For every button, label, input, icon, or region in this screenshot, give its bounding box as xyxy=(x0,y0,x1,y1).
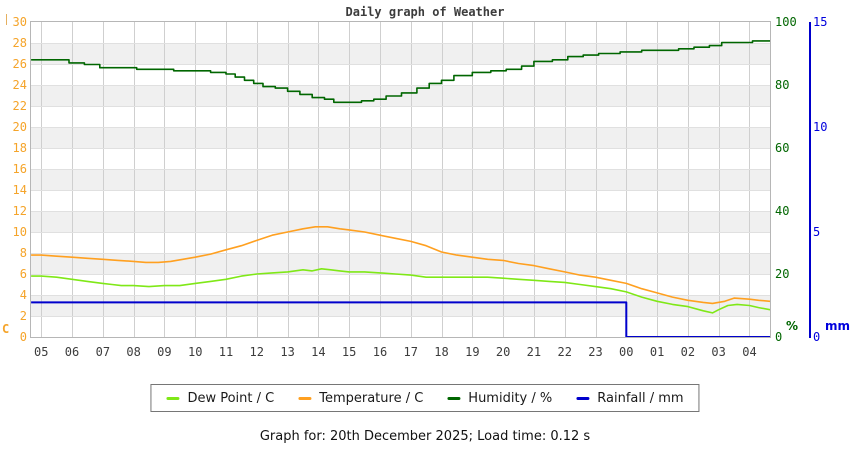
x-axis-hour-label: 15 xyxy=(341,345,357,359)
legend-item: Dew Point / C xyxy=(166,391,274,406)
x-axis-hour-label: 04 xyxy=(742,345,757,359)
x-axis-hour-label: 09 xyxy=(157,345,172,359)
left-axis-tick: 24 xyxy=(12,78,27,92)
x-axis-hour-label: 16 xyxy=(372,345,388,359)
left-axis-tick: 30 xyxy=(12,15,27,29)
left-axis-tick: 14 xyxy=(12,183,27,197)
x-axis-hour-label: 10 xyxy=(187,345,203,359)
x-axis-hour-label: 21 xyxy=(526,345,542,359)
humidity-axis-tick: 20 xyxy=(775,267,790,281)
humidity-axis-tick: 100 xyxy=(775,15,797,29)
rainfall-axis-tick: 0 xyxy=(813,330,821,344)
rainfall-axis-tick: 10 xyxy=(813,120,828,134)
x-axis-hour-label: 14 xyxy=(311,345,326,359)
x-axis-hour-label: 23 xyxy=(588,345,603,359)
humidity-axis-tick: 0 xyxy=(775,330,783,344)
x-axis-hour-label: 19 xyxy=(465,345,480,359)
rainfall-axis-line xyxy=(809,22,811,338)
series-line-temperature xyxy=(31,226,770,305)
legend-item: Rainfall / mm xyxy=(576,390,684,406)
series-line-rainfall xyxy=(31,301,770,337)
legend-dash-icon xyxy=(166,396,180,400)
x-axis-hour-label: 00 xyxy=(619,345,634,359)
plot-area xyxy=(30,21,771,338)
legend-label: Rainfall / mm xyxy=(597,390,684,406)
legend: Dew Point / C Temperature / C Humidity / %… xyxy=(150,384,700,412)
rainfall-axis-tick: 5 xyxy=(813,225,821,239)
series-line-humidity xyxy=(31,40,770,104)
x-axis-hour-label: 05 xyxy=(34,345,49,359)
x-axis-hour-label: 17 xyxy=(403,345,418,359)
left-axis-tick: 26 xyxy=(12,57,27,71)
x-axis-hour-label: 13 xyxy=(280,345,295,359)
left-axis-tick: 28 xyxy=(12,36,27,50)
left-axis-tick: 16 xyxy=(12,162,27,176)
x-axis-hour-label: 07 xyxy=(95,345,111,359)
x-axis-hour-label: 01 xyxy=(649,345,665,359)
left-axis-tick: 20 xyxy=(12,120,27,134)
x-axis-hour-label: 06 xyxy=(64,345,80,359)
left-axis-unit-label: C xyxy=(2,322,10,336)
humidity-axis-unit-label: % xyxy=(786,319,799,333)
legend-dash-icon xyxy=(576,396,590,400)
left-axis-tick: 4 xyxy=(19,288,27,302)
legend-item: Humidity / % xyxy=(447,391,552,406)
x-axis-hour-label: 18 xyxy=(434,345,449,359)
left-axis-tick: 22 xyxy=(12,99,27,113)
chart-canvas xyxy=(31,22,770,337)
legend-dash-icon xyxy=(298,396,312,400)
left-axis-tick: 6 xyxy=(19,267,27,281)
x-axis-hour-label: 03 xyxy=(711,345,726,359)
legend-dash-icon xyxy=(447,396,461,400)
humidity-axis-tick: 60 xyxy=(775,141,790,155)
left-axis-tick: 2 xyxy=(19,309,27,323)
left-axis-tick: 18 xyxy=(12,141,27,155)
x-axis-hour-label: 08 xyxy=(126,345,141,359)
chart-title: Daily graph of Weather xyxy=(345,5,505,19)
left-axis-tick: 0 xyxy=(19,330,27,344)
left-axis-tick: 12 xyxy=(12,204,27,218)
x-axis-hour-label: 20 xyxy=(495,345,511,359)
legend-label: Temperature / C xyxy=(319,390,424,406)
x-axis-hour-label: 02 xyxy=(680,345,696,359)
series-line-dew xyxy=(31,268,770,314)
rainfall-axis-unit-label: mm xyxy=(825,319,850,333)
left-axis-tick: 10 xyxy=(12,225,27,239)
x-axis-hour-label: 22 xyxy=(557,345,572,359)
humidity-axis-tick: 40 xyxy=(775,204,790,218)
x-axis-hour-label: 11 xyxy=(218,345,234,359)
footer-caption: Graph for: 20th December 2025; Load time… xyxy=(259,429,591,444)
left-axis-tick: 8 xyxy=(19,246,27,260)
legend-label: Humidity / % xyxy=(468,390,553,406)
legend-label: Dew Point / C xyxy=(187,390,275,406)
x-axis-hour-label: 12 xyxy=(249,345,264,359)
rainfall-axis-tick: 15 xyxy=(813,15,828,29)
humidity-axis-tick: 80 xyxy=(775,78,790,92)
left-axis-top-tick xyxy=(6,14,7,25)
legend-item: Temperature / C xyxy=(298,391,423,406)
